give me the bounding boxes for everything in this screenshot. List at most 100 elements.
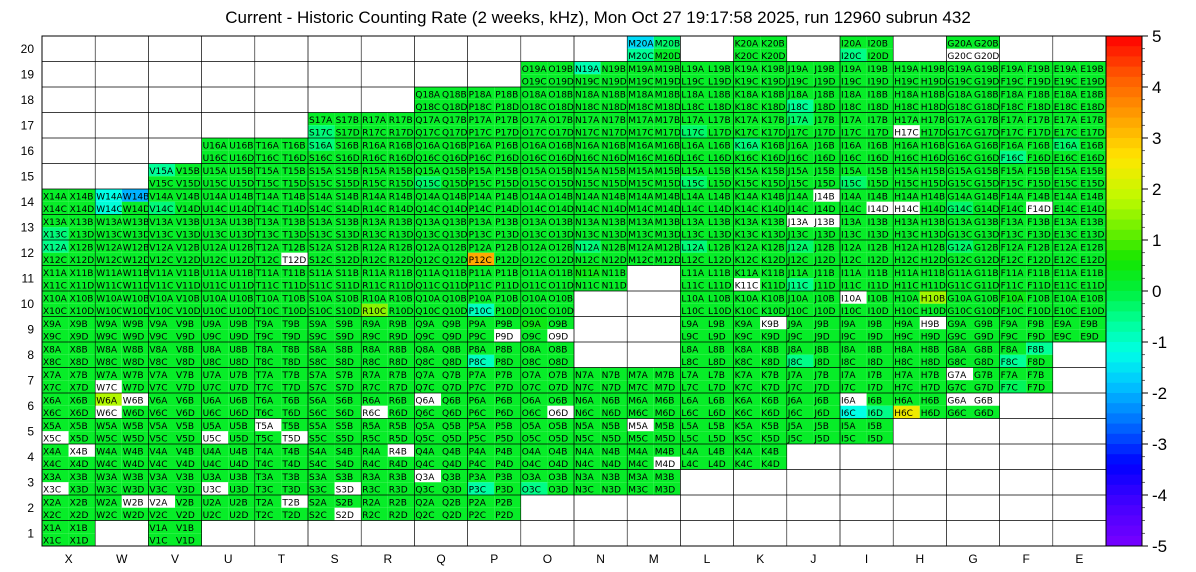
subcell-label: P17D bbox=[495, 129, 519, 139]
subcell-label: R3A bbox=[362, 473, 381, 483]
subcell-label: E12D bbox=[1080, 256, 1104, 266]
subcell-label: U11C bbox=[203, 282, 227, 292]
heatmap-subcell bbox=[467, 444, 495, 457]
subcell-label: Q5D bbox=[442, 435, 462, 445]
subcell-label: K8B bbox=[761, 345, 779, 355]
heatmap-subcell bbox=[919, 227, 947, 240]
heatmap-subcell bbox=[813, 214, 840, 228]
heatmap-subcell bbox=[254, 367, 282, 381]
subcell-label: H17B bbox=[921, 116, 945, 126]
subcell-label: L16A bbox=[681, 141, 704, 151]
palette-band bbox=[1106, 403, 1142, 414]
palette-band bbox=[1106, 189, 1142, 200]
subcell-label: J5C bbox=[787, 435, 803, 445]
cell-border bbox=[786, 35, 841, 62]
subcell-label: N16D bbox=[602, 154, 627, 164]
heatmap-subcell bbox=[707, 176, 734, 189]
heatmap-subcell bbox=[441, 189, 468, 202]
subcell-label: F16A bbox=[1001, 141, 1025, 151]
subcell-label: T2B bbox=[281, 498, 299, 508]
heatmap-subcell bbox=[760, 163, 787, 177]
subcell-label: K10A bbox=[735, 294, 759, 304]
heatmap-subcell bbox=[653, 87, 681, 100]
heatmap-subcell bbox=[520, 482, 548, 495]
heatmap-subcell bbox=[308, 303, 335, 317]
heatmap-subcell bbox=[441, 482, 468, 495]
subcell-label: N18D bbox=[602, 103, 627, 113]
subcell-label: X3B bbox=[70, 473, 88, 483]
subcell-label: G16D bbox=[974, 154, 999, 164]
heatmap-subcell bbox=[946, 99, 973, 113]
heatmap-subcell bbox=[254, 329, 282, 342]
subcell-label: H12D bbox=[921, 256, 946, 266]
heatmap-subcell bbox=[840, 201, 867, 215]
subcell-label: O11D bbox=[548, 282, 574, 292]
heatmap-subcell bbox=[494, 99, 521, 113]
heatmap-subcell bbox=[308, 418, 335, 432]
heatmap-subcell bbox=[1079, 240, 1106, 253]
subcell-label: I14D bbox=[868, 205, 889, 215]
subcell-label: J13B bbox=[813, 218, 834, 228]
subcell-label: G13D bbox=[974, 231, 999, 241]
heatmap-subcell bbox=[148, 342, 175, 355]
heatmap-subcell bbox=[334, 469, 362, 483]
heatmap-subcell bbox=[494, 240, 521, 253]
heatmap-subcell bbox=[1052, 201, 1080, 215]
subcell-label: F7C bbox=[1001, 384, 1018, 394]
cell-border bbox=[892, 35, 947, 62]
subcell-label: Q9B bbox=[442, 320, 461, 330]
cell-border bbox=[467, 35, 522, 62]
heatmap-subcell bbox=[1052, 316, 1080, 330]
heatmap-subcell bbox=[148, 456, 175, 470]
heatmap-subcell bbox=[1026, 252, 1053, 266]
subcell-label: U10C bbox=[203, 307, 227, 317]
heatmap-subcell bbox=[653, 125, 681, 138]
subcell-label: S10B bbox=[336, 294, 359, 304]
subcell-label: L17B bbox=[708, 116, 731, 126]
heatmap-subcell bbox=[600, 176, 628, 189]
cell-border bbox=[520, 520, 575, 547]
subcell-label: N19B bbox=[602, 65, 626, 75]
subcell-label: T9D bbox=[281, 333, 300, 343]
heatmap-subcell bbox=[547, 138, 574, 151]
heatmap-subcell bbox=[441, 456, 468, 470]
heatmap-subcell bbox=[520, 405, 548, 419]
heatmap-subcell bbox=[441, 354, 468, 368]
heatmap-subcell bbox=[893, 201, 920, 215]
subcell-label: O7C bbox=[522, 384, 541, 394]
cell-border bbox=[573, 520, 628, 547]
subcell-label: P5A bbox=[469, 422, 487, 432]
subcell-label: L12A bbox=[681, 243, 704, 253]
heatmap-subcell bbox=[308, 125, 335, 138]
heatmap-subcell bbox=[999, 138, 1027, 151]
heatmap-subcell bbox=[893, 342, 920, 355]
subcell-label: G16A bbox=[947, 141, 972, 151]
subcell-label: O13A bbox=[522, 218, 548, 228]
heatmap-subcell bbox=[786, 189, 814, 202]
subcell-label: J8A bbox=[787, 345, 803, 355]
subcell-label: Q5A bbox=[415, 422, 435, 432]
heatmap-subcell bbox=[840, 214, 867, 228]
heatmap-subcell bbox=[228, 227, 255, 240]
heatmap-subcell bbox=[175, 278, 202, 291]
heatmap-subcell bbox=[866, 431, 894, 444]
subcell-label: W12C bbox=[96, 256, 123, 266]
heatmap-subcell bbox=[308, 380, 335, 393]
heatmap-subcell bbox=[441, 380, 468, 393]
cell-border bbox=[680, 35, 734, 62]
subcell-label: H6A bbox=[894, 396, 913, 406]
subcell-label: N4B bbox=[602, 447, 621, 457]
heatmap-subcell bbox=[520, 342, 548, 355]
heatmap-subcell bbox=[387, 278, 415, 291]
subcell-label: I6C bbox=[841, 409, 856, 419]
subcell-label: P4B bbox=[495, 447, 512, 457]
subcell-label: J16C bbox=[787, 154, 808, 164]
subcell-label: I10A bbox=[841, 294, 862, 304]
heatmap-subcell bbox=[334, 316, 362, 330]
heatmap-subcell bbox=[866, 393, 894, 406]
subcell-label: I7A bbox=[841, 371, 856, 381]
subcell-label: X6B bbox=[70, 396, 88, 406]
heatmap-subcell bbox=[760, 176, 787, 189]
subcell-label: V2D bbox=[176, 511, 195, 521]
heatmap-subcell bbox=[254, 482, 282, 495]
